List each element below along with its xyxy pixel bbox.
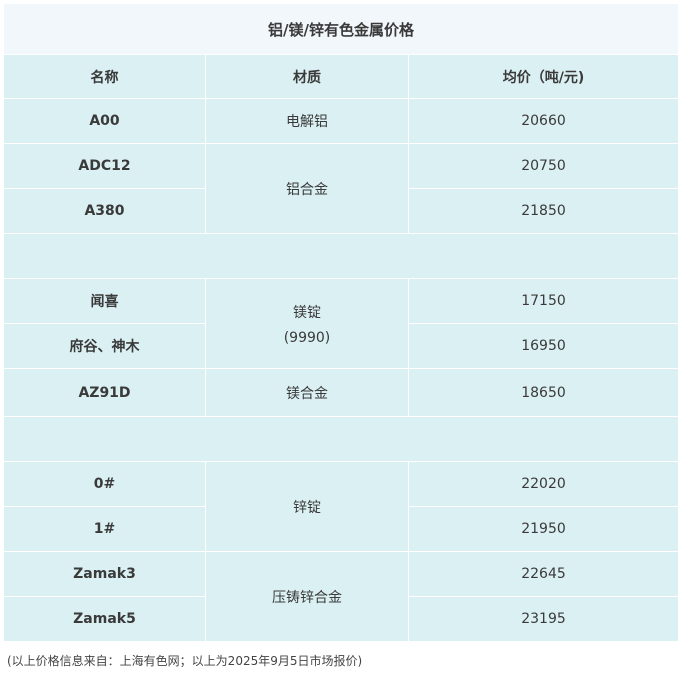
spacer-row	[2, 416, 680, 462]
price-cell: 16950	[407, 323, 680, 369]
material-cell: 铝合金	[205, 143, 409, 234]
header-material: 材质	[205, 54, 409, 99]
table-row: 1# 21950	[3, 506, 680, 552]
name-cell: 闻喜	[3, 278, 206, 324]
price-cell: 20750	[407, 143, 680, 189]
spacer-cell	[2, 233, 680, 279]
name-cell: A00	[3, 98, 206, 144]
price-cell: 21950	[407, 506, 680, 552]
material-line: (9990)	[283, 329, 331, 346]
table-row: A00 电解铝 20660	[3, 98, 680, 144]
name-cell: 府谷、神木	[3, 323, 206, 369]
price-cell: 23195	[407, 596, 680, 642]
material-cell: 压铸锌合金	[205, 551, 409, 642]
header-price: 均价（吨/元)	[407, 54, 680, 99]
name-cell: A380	[3, 188, 206, 234]
material-line: 镁锭	[293, 304, 321, 321]
source-footnote: (以上价格信息来自：上海有色网；以上为2025年9月5日市场报价)	[7, 654, 363, 668]
header-name: 名称	[3, 54, 206, 99]
price-cell: 22020	[407, 461, 680, 507]
name-cell: 0#	[3, 461, 206, 507]
price-cell: 18650	[407, 368, 680, 417]
name-cell: Zamak5	[3, 596, 206, 642]
price-table-container: 铝/镁/锌有色金属价格 名称 材质 均价（吨/元) A00 电解铝 20660 …	[2, 3, 680, 642]
price-cell: 20660	[407, 98, 680, 144]
table-row: ADC12 铝合金 20750	[3, 143, 680, 234]
spacer-row	[2, 233, 680, 279]
table-title: 铝/镁/锌有色金属价格	[2, 3, 680, 55]
header-row: 名称 材质 均价（吨/元)	[3, 54, 680, 99]
material-cell: 锌锭	[205, 461, 409, 552]
price-cell: 17150	[407, 278, 680, 324]
name-cell: Zamak3	[3, 551, 206, 597]
name-cell: 1#	[3, 506, 206, 552]
name-cell: ADC12	[3, 143, 206, 189]
table-row: Zamak5 23195	[3, 596, 680, 642]
spacer-cell	[2, 416, 680, 462]
material-cell: 电解铝	[205, 98, 409, 144]
table-row: 府谷、神木 16950	[3, 323, 680, 369]
table-row: A380 21850	[3, 188, 680, 234]
table-row: 闻喜 镁锭 (9990) 17150	[3, 278, 680, 369]
name-cell: AZ91D	[3, 368, 206, 417]
material-cell: 镁锭 (9990)	[205, 278, 409, 369]
price-table: 铝/镁/锌有色金属价格 名称 材质 均价（吨/元) A00 电解铝 20660 …	[2, 3, 680, 642]
table-row: AZ91D 镁合金 18650	[3, 368, 680, 417]
price-cell: 22645	[407, 551, 680, 597]
price-cell: 21850	[407, 188, 680, 234]
table-row: 0# 锌锭 22020	[3, 461, 680, 552]
table-row: Zamak3 压铸锌合金 22645	[3, 551, 680, 642]
material-cell: 镁合金	[205, 368, 409, 417]
